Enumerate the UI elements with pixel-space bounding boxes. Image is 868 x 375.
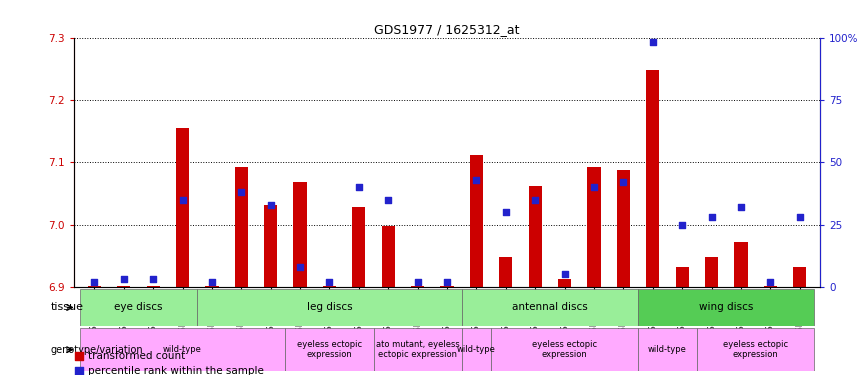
Point	[264, 202, 278, 208]
Point	[499, 209, 513, 215]
Text: eyeless ectopic
expression: eyeless ectopic expression	[532, 340, 597, 359]
Point	[234, 189, 248, 195]
Bar	[675, 267, 688, 287]
Title: GDS1977 / 1625312_at: GDS1977 / 1625312_at	[374, 23, 520, 36]
Bar	[588, 167, 601, 287]
Text: eyeless ectopic
expression: eyeless ectopic expression	[297, 340, 362, 359]
Point	[117, 276, 131, 282]
Point	[470, 177, 483, 183]
Bar	[440, 286, 454, 287]
Point	[705, 214, 719, 220]
Point	[616, 179, 630, 185]
Bar	[638, 289, 814, 326]
Point	[646, 39, 660, 45]
Bar	[491, 328, 638, 371]
Bar	[499, 257, 512, 287]
Bar	[80, 289, 197, 326]
Text: antennal discs: antennal discs	[512, 303, 588, 312]
Text: genotype/variation: genotype/variation	[50, 345, 143, 355]
Text: wild-type: wild-type	[457, 345, 496, 354]
Point	[763, 279, 777, 285]
Text: ato mutant, eyeless
ectopic expression: ato mutant, eyeless ectopic expression	[376, 340, 459, 359]
Bar	[88, 286, 101, 287]
Point	[381, 196, 395, 202]
Point	[323, 279, 337, 285]
Point	[529, 196, 542, 202]
Point	[792, 214, 806, 220]
Text: tissue: tissue	[50, 303, 83, 312]
Text: transformed count: transformed count	[88, 351, 185, 361]
Text: percentile rank within the sample: percentile rank within the sample	[88, 366, 264, 375]
Point	[293, 264, 307, 270]
Bar	[529, 186, 542, 287]
Bar	[793, 267, 806, 287]
Point	[175, 196, 189, 202]
Point	[205, 279, 219, 285]
Bar	[382, 226, 395, 287]
Bar	[558, 279, 571, 287]
Point	[411, 279, 424, 285]
Bar	[293, 182, 306, 287]
Point	[440, 279, 454, 285]
Text: wing discs: wing discs	[699, 303, 753, 312]
Bar	[638, 328, 697, 371]
Point	[72, 368, 86, 374]
Bar	[411, 286, 424, 287]
Point	[675, 222, 689, 228]
Point	[587, 184, 601, 190]
Bar	[80, 328, 286, 371]
Bar	[286, 328, 373, 371]
Point	[352, 184, 365, 190]
Bar	[264, 205, 277, 287]
Bar	[470, 155, 483, 287]
Bar	[206, 286, 219, 287]
Text: leg discs: leg discs	[306, 303, 352, 312]
Text: eye discs: eye discs	[115, 303, 162, 312]
Point	[734, 204, 748, 210]
Bar	[176, 128, 189, 287]
Bar	[705, 257, 718, 287]
Point	[72, 353, 86, 359]
Point	[88, 279, 102, 285]
Point	[146, 276, 160, 282]
Text: wild-type: wild-type	[648, 345, 687, 354]
Bar	[462, 328, 491, 371]
Bar	[462, 289, 638, 326]
Bar	[646, 70, 660, 287]
Bar	[373, 328, 462, 371]
Bar	[764, 286, 777, 287]
Text: wild-type: wild-type	[163, 345, 202, 354]
Bar	[117, 286, 130, 287]
Bar	[617, 170, 630, 287]
Text: eyeless ectopic
expression: eyeless ectopic expression	[723, 340, 788, 359]
Bar	[197, 289, 462, 326]
Bar	[697, 328, 814, 371]
Bar	[734, 242, 747, 287]
Bar	[352, 207, 365, 287]
Bar	[234, 167, 248, 287]
Bar	[147, 286, 160, 287]
Bar	[323, 286, 336, 287]
Point	[557, 272, 571, 278]
